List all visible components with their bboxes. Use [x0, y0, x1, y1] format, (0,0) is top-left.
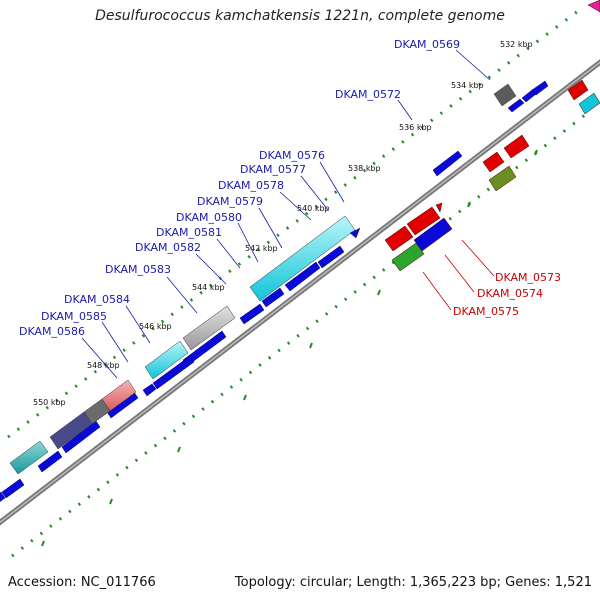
kbp-tick-550: 550 kbp — [33, 398, 66, 407]
label-leader-lines — [81, 49, 491, 379]
gene-label-dkam-0578: DKAM_0578 — [218, 179, 284, 192]
gene-arrow — [152, 355, 195, 390]
kbp-tick-532: 532 kbp — [500, 40, 533, 49]
gene-arrow — [142, 383, 157, 397]
gene-box-grey — [182, 305, 236, 351]
accession-text: Accession: NC_011766 — [8, 575, 156, 590]
inner-ruler-major-ticks — [41, 149, 538, 547]
gene-label-dkam-0584: DKAM_0584 — [64, 293, 130, 306]
gene-arrow — [531, 80, 549, 96]
gene-box-cyan — [249, 215, 356, 302]
gene-label-dkam-0572: DKAM_0572 — [335, 88, 401, 101]
gene-box-magenta — [587, 0, 600, 13]
gene-arrow — [432, 150, 463, 177]
gene-arrow — [37, 450, 63, 473]
inner-ruler — [11, 113, 586, 558]
gene-arrow — [0, 491, 6, 502]
genome-info-text: Topology: circular; Length: 1,365,223 bp… — [234, 575, 592, 590]
gene-box-purple — [49, 411, 93, 450]
gene-arrow — [239, 303, 265, 325]
gene-arrow — [1, 478, 25, 499]
gene-arrow — [261, 287, 285, 308]
gene-label-dkam-0577: DKAM_0577 — [240, 163, 306, 176]
gene-label-dkam-0580: DKAM_0580 — [176, 211, 242, 224]
kbp-tick-542: 542 kbp — [245, 244, 278, 253]
gene-label-dkam-0579: DKAM_0579 — [197, 195, 263, 208]
reverse-track — [384, 0, 600, 272]
gene-labels-reverse: DKAM_0573 DKAM_0574 DKAM_0575 — [453, 271, 561, 318]
gene-labels: DKAM_0569 DKAM_0572 DKAM_0576 DKAM_0577 … — [19, 38, 460, 338]
gene-box-darkgrey — [493, 83, 517, 107]
kbp-tick-538: 538 kbp — [348, 164, 381, 173]
gene-label-dkam-0576: DKAM_0576 — [259, 149, 325, 162]
forward-inner-track — [0, 80, 549, 502]
gene-label-dkam-0573: DKAM_0573 — [495, 271, 561, 284]
gene-box-green — [391, 242, 425, 272]
gene-label-dkam-0569: DKAM_0569 — [394, 38, 460, 51]
kbp-tick-536: 536 kbp — [399, 123, 432, 132]
gene-box-cyan — [578, 92, 600, 115]
gene-label-dkam-0582: DKAM_0582 — [135, 241, 201, 254]
gene-label-dkam-0581: DKAM_0581 — [156, 226, 222, 239]
label-leader-lines-reverse — [422, 239, 495, 311]
gene-arrow — [317, 245, 345, 269]
kbp-tick-548: 548 kbp — [87, 361, 120, 370]
gene-box-teal — [9, 440, 49, 475]
gene-box-red — [384, 225, 414, 252]
kbp-tick-534: 534 kbp — [451, 81, 484, 90]
gene-label-dkam-0575: DKAM_0575 — [453, 305, 519, 318]
kbp-tick-540: 540 kbp — [297, 204, 330, 213]
gene-box-red — [406, 206, 441, 236]
gene-box-red — [503, 134, 530, 159]
gene-label-dkam-0574: DKAM_0574 — [477, 287, 543, 300]
gene-arrow — [507, 98, 525, 113]
gene-box-red — [435, 202, 443, 213]
kbp-ticks: 532 kbp 534 kbp 536 kbp 538 kbp 540 kbp … — [33, 40, 533, 407]
gene-box-olive — [488, 165, 517, 192]
gene-label-dkam-0586: DKAM_0586 — [19, 325, 85, 338]
forward-outer-track — [9, 83, 517, 475]
gene-label-dkam-0583: DKAM_0583 — [105, 263, 171, 276]
gene-box-cyan — [144, 340, 189, 380]
kbp-tick-546: 546 kbp — [139, 322, 172, 331]
gene-label-dkam-0585: DKAM_0585 — [41, 310, 107, 323]
gene-box-red — [482, 151, 505, 173]
gene-box-red — [567, 79, 589, 101]
kbp-tick-544: 544 kbp — [192, 283, 225, 292]
genome-title: Desulfurococcus kamchatkensis 1221n, com… — [95, 8, 505, 24]
gene-arrow-small — [349, 227, 361, 239]
outer-ruler — [7, 9, 579, 439]
gene-arrow — [284, 261, 321, 292]
